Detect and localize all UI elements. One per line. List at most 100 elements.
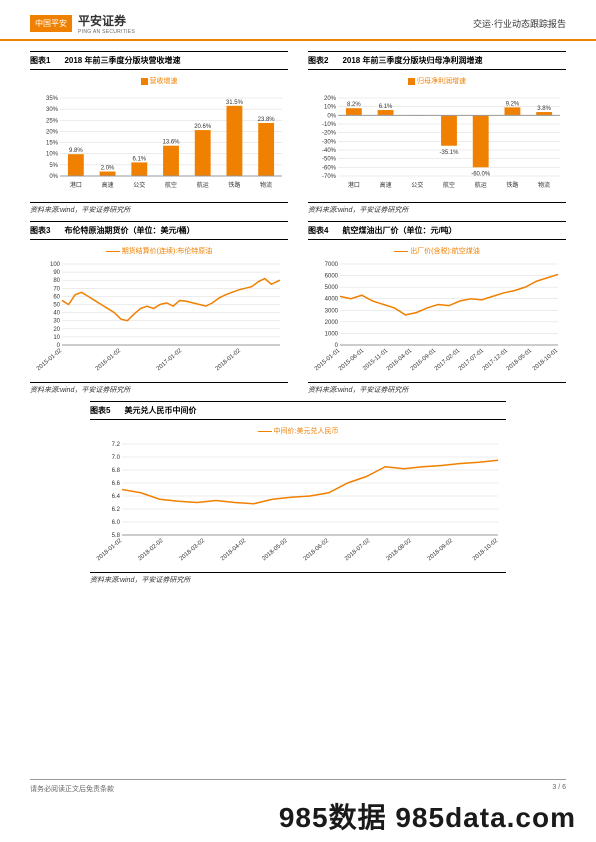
svg-text:2018-03-02: 2018-03-02 <box>179 538 207 563</box>
svg-text:6.1%: 6.1% <box>379 104 393 110</box>
svg-text:3.8%: 3.8% <box>537 106 551 112</box>
svg-text:7.2: 7.2 <box>112 442 121 448</box>
svg-text:30%: 30% <box>46 107 59 113</box>
svg-text:高速: 高速 <box>102 181 114 189</box>
chart1-panel: 图表12018 年前三季度分版块营收增速 营收增速0%5%10%15%20%25… <box>30 51 288 215</box>
chart2-legend: 归母净利润增速 <box>417 78 466 85</box>
svg-text:1000: 1000 <box>325 331 339 337</box>
svg-text:铁路: 铁路 <box>228 181 240 189</box>
page-header: 中国平安 平安证券 PING AN SECURITIES 交运·行业动态跟踪报告 <box>0 0 596 41</box>
svg-text:20: 20 <box>53 327 60 333</box>
svg-text:6.0: 6.0 <box>112 520 121 526</box>
svg-text:-20%: -20% <box>322 131 337 137</box>
svg-text:高速: 高速 <box>380 181 392 189</box>
chart2-svg: -70%-60%-50%-40%-30%-20%-10%0%10%20%港口8.… <box>310 90 564 190</box>
chart1-source: 资料来源:wind，平安证券研究所 <box>30 202 288 215</box>
svg-text:90: 90 <box>53 270 60 276</box>
svg-text:20.6%: 20.6% <box>194 124 212 130</box>
svg-text:2015-06-01: 2015-06-01 <box>338 348 366 373</box>
logo: 中国平安 平安证券 PING AN SECURITIES <box>30 12 135 35</box>
svg-text:100: 100 <box>50 262 61 268</box>
chart4-svg: 010002000300040005000600070002015-01-012… <box>310 260 564 375</box>
svg-text:2015-01-02: 2015-01-02 <box>36 348 64 373</box>
svg-text:2018-05-01: 2018-05-01 <box>506 348 534 373</box>
chart2-title: 2018 年前三季度分版块归母净利润增速 <box>342 55 482 66</box>
svg-text:5000: 5000 <box>325 285 339 291</box>
logo-badge: 中国平安 <box>30 15 72 32</box>
watermark: 985数据 985data.com <box>279 796 576 836</box>
chart3-title: 布伦特原油期货价（单位：美元/桶） <box>64 225 194 236</box>
svg-text:40: 40 <box>53 311 60 317</box>
chart2-source: 资料来源:wind，平安证券研究所 <box>308 202 566 215</box>
svg-text:5%: 5% <box>49 163 58 169</box>
chart1-legend: 营收增速 <box>150 78 178 85</box>
page-number: 3 / 6 <box>552 784 566 794</box>
chart4-title: 航空煤油出厂价（单位：元/吨） <box>342 225 456 236</box>
chart5-title: 美元兑人民币中间价 <box>124 405 196 416</box>
svg-text:6.8: 6.8 <box>112 468 121 474</box>
svg-text:7000: 7000 <box>325 262 339 268</box>
svg-text:铁路: 铁路 <box>506 181 518 189</box>
svg-text:-30%: -30% <box>322 139 337 145</box>
chart5-svg: 5.86.06.26.46.66.87.07.22018-01-022018-0… <box>92 440 504 565</box>
chart5-panel: 图表5美元兑人民币中间价 中间价:美元兑人民币5.86.06.26.46.66.… <box>90 401 506 585</box>
svg-text:6.2: 6.2 <box>112 507 121 513</box>
svg-text:物流: 物流 <box>538 181 550 189</box>
svg-text:公交: 公交 <box>133 181 145 189</box>
svg-text:物流: 物流 <box>260 181 272 189</box>
svg-text:2018-10-02: 2018-10-02 <box>472 538 500 563</box>
svg-text:23.8%: 23.8% <box>258 117 276 123</box>
svg-text:航空: 航空 <box>443 181 455 189</box>
svg-text:60: 60 <box>53 294 60 300</box>
svg-text:50: 50 <box>53 303 60 309</box>
svg-text:-60.0%: -60.0% <box>471 171 491 177</box>
svg-text:-60%: -60% <box>322 165 337 171</box>
svg-text:80: 80 <box>53 278 60 284</box>
svg-text:8.2%: 8.2% <box>347 102 361 108</box>
svg-text:航运: 航运 <box>475 181 487 189</box>
svg-text:2018-04-02: 2018-04-02 <box>220 538 248 563</box>
chart3-legend: 期货结算价(连续):布伦特原油 <box>122 248 213 255</box>
chart5-source: 资料来源:wind，平安证券研究所 <box>90 572 506 585</box>
svg-text:2000: 2000 <box>325 320 339 326</box>
svg-text:-70%: -70% <box>322 174 337 180</box>
chart4-source: 资料来源:wind，平安证券研究所 <box>308 382 566 395</box>
chart4-legend: 出厂价(含税):航空煤油 <box>410 248 480 255</box>
svg-text:70: 70 <box>53 286 60 292</box>
svg-text:0%: 0% <box>49 174 58 180</box>
svg-text:9.2%: 9.2% <box>506 101 520 107</box>
chart1-title: 2018 年前三季度分版块营收增速 <box>64 55 180 66</box>
svg-text:31.5%: 31.5% <box>226 100 244 106</box>
logo-en: PING AN SECURITIES <box>78 29 135 35</box>
svg-text:航运: 航运 <box>197 181 209 189</box>
footer-disclaimer: 请务必阅读正文后免责条款 <box>30 784 114 794</box>
svg-text:-50%: -50% <box>322 157 337 163</box>
svg-text:25%: 25% <box>46 118 59 124</box>
svg-text:2018-02-02: 2018-02-02 <box>137 538 165 563</box>
svg-text:0%: 0% <box>327 113 336 119</box>
svg-text:15%: 15% <box>46 141 59 147</box>
svg-text:航空: 航空 <box>165 181 177 189</box>
svg-text:10%: 10% <box>46 152 59 158</box>
svg-text:-10%: -10% <box>322 122 337 128</box>
svg-text:-40%: -40% <box>322 148 337 154</box>
chart5-legend: 中间价:美元兑人民币 <box>274 428 339 435</box>
svg-text:30: 30 <box>53 319 60 325</box>
svg-text:2018-07-02: 2018-07-02 <box>344 538 372 563</box>
svg-text:6.4: 6.4 <box>112 494 121 500</box>
svg-text:6.6: 6.6 <box>112 481 121 487</box>
chart3-svg: 01020304050607080901002015-01-022016-01-… <box>32 260 286 375</box>
svg-text:2018-05-02: 2018-05-02 <box>261 538 289 563</box>
svg-text:2018-06-02: 2018-06-02 <box>303 538 331 563</box>
svg-text:2.0%: 2.0% <box>101 166 115 172</box>
svg-text:港口: 港口 <box>348 181 360 189</box>
content: 图表12018 年前三季度分版块营收增速 营收增速0%5%10%15%20%25… <box>0 41 596 585</box>
chart3-source: 资料来源:wind，平安证券研究所 <box>30 382 288 395</box>
logo-text: 平安证券 PING AN SECURITIES <box>78 12 135 35</box>
svg-text:2016-01-02: 2016-01-02 <box>95 348 123 373</box>
svg-text:9.8%: 9.8% <box>69 148 83 154</box>
svg-text:10%: 10% <box>324 105 337 111</box>
svg-text:2018-01-02: 2018-01-02 <box>96 538 124 563</box>
svg-text:-35.1%: -35.1% <box>439 150 459 156</box>
chart3-panel: 图表3布伦特原油期货价（单位：美元/桶） 期货结算价(连续):布伦特原油0102… <box>30 221 288 395</box>
